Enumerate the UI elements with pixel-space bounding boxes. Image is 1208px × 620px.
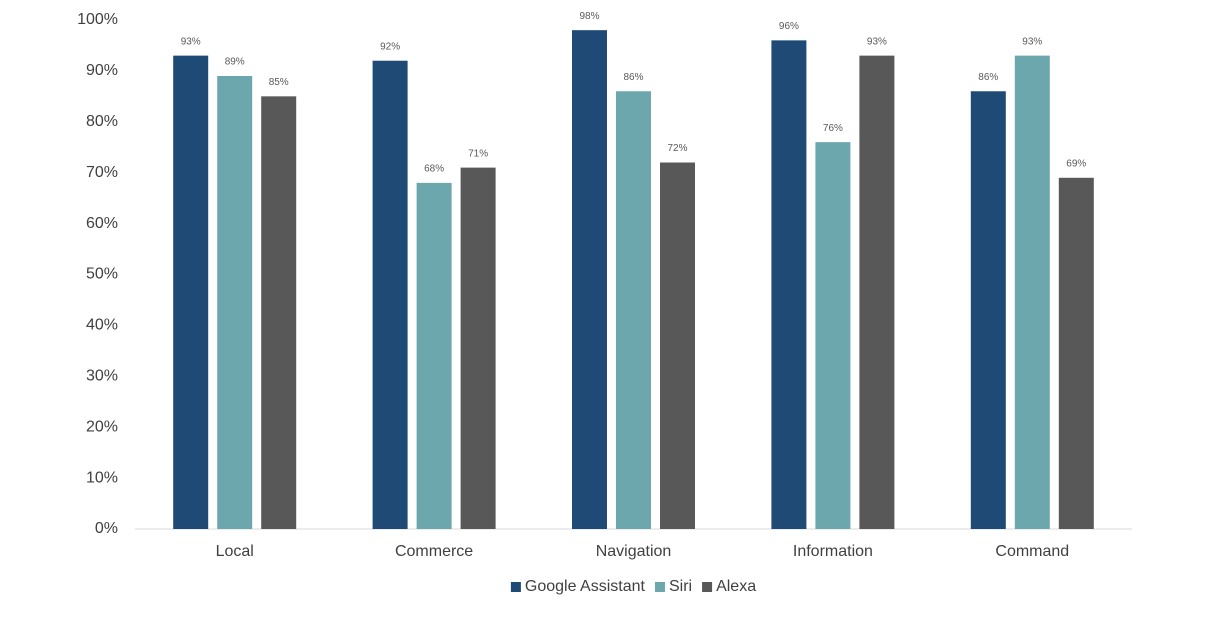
value-label: 92% [380,41,400,52]
value-label: 98% [579,11,599,22]
y-tick-label: 20% [86,418,118,435]
y-tick-label: 10% [86,469,118,486]
value-label: 68% [424,164,444,175]
bar [460,167,496,530]
value-label: 71% [468,148,488,159]
bar [1058,177,1094,530]
y-tick-label: 50% [86,266,118,283]
bar [815,142,851,529]
value-label: 93% [867,36,887,47]
y-tick-label: 0% [95,520,118,537]
value-label: 96% [779,21,799,32]
value-label: 76% [823,123,843,134]
y-tick-label: 100% [77,11,118,28]
x-tick-label: Commerce [395,543,473,560]
x-tick-label: Local [216,543,254,560]
y-tick-label: 30% [86,368,118,385]
legend-label: Siri [669,578,692,595]
value-label: 86% [623,72,643,83]
y-tick-label: 60% [86,215,118,232]
y-tick-label: 70% [86,164,118,181]
bar [572,30,607,530]
x-tick-label: Information [793,543,873,560]
x-tick-label: Command [995,543,1069,560]
bar [970,91,1006,529]
legend-label: Google Assistant [525,578,646,595]
bar [217,75,253,530]
value-label: 72% [667,143,687,154]
y-tick-label: 80% [86,113,118,130]
bar [771,40,807,530]
value-label: 85% [269,77,289,88]
x-tick-label: Navigation [596,543,672,560]
legend-swatch [510,582,521,592]
value-label: 93% [1022,36,1042,47]
y-tick-label: 90% [86,62,118,79]
legend-swatch [654,582,665,592]
legend-swatch [702,582,713,592]
bar [372,60,408,529]
bar [660,162,695,529]
bar [616,91,651,529]
bar [1014,55,1050,529]
y-tick-label: 40% [86,317,118,334]
value-label: 93% [181,36,201,47]
bar [859,55,895,529]
bar [261,96,297,529]
value-label: 86% [978,72,998,83]
value-label: 89% [225,57,245,68]
legend-label: Alexa [716,578,756,595]
value-label: 69% [1066,158,1086,169]
bar [173,55,209,529]
bar [416,182,452,529]
